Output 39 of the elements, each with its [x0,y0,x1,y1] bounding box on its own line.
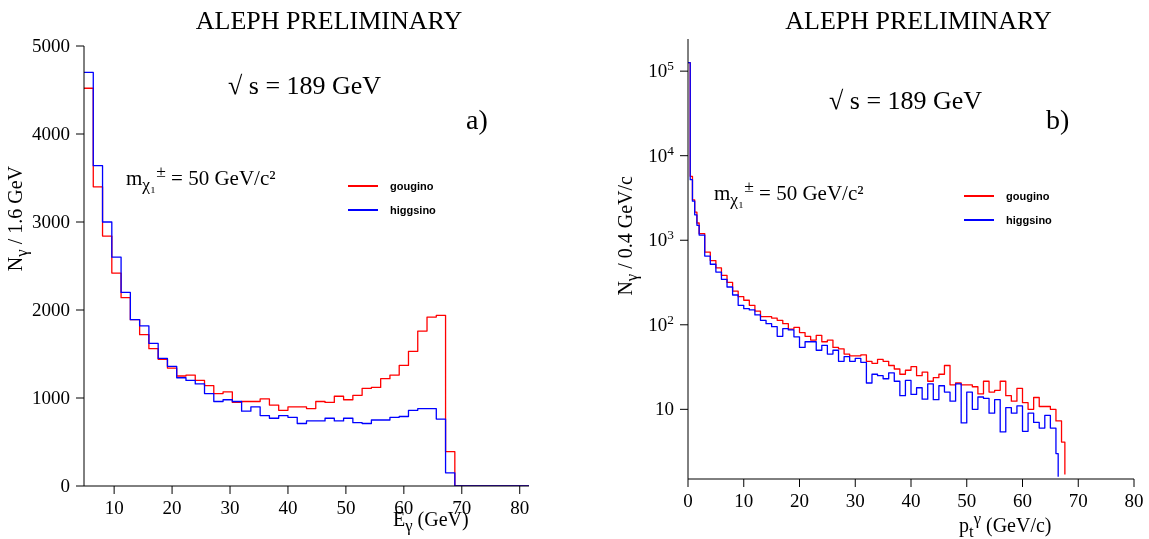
y-tick-label: 3000 [32,211,70,232]
y-tick-label: 10 [655,398,674,420]
chart-title: ALEPH PRELIMINARY [784,6,1053,36]
chart-title: ALEPH PRELIMINARY [194,6,464,36]
x-tick-label: 30 [845,490,865,511]
x-tick-label: 20 [162,497,182,518]
annotation: √ s = 189 GeV [228,71,382,101]
y-tick-label: 2000 [32,299,70,320]
y-tick-label: 10$^{2}$ [648,311,674,335]
x-tick-label: 60 [1013,490,1032,511]
legend-label: gougino [1006,190,1050,202]
x-tick-label: 70 [1068,490,1088,511]
x-tick-label: 80 [510,497,530,518]
x-tick-label: 0 [683,490,693,511]
annotation: m$_{χ₁}$$^{±}$ = 50 GeV/c² [126,161,276,196]
y-tick-label: 5000 [32,35,70,56]
x-tick-label: 30 [220,497,240,518]
x-axis-title: p$_{t}$$^{γ}$ (GeV/c) [959,509,1052,539]
y-tick-label: 10$^{3}$ [648,226,675,251]
y-tick-label: 10$^{5}$ [648,57,675,82]
annotation: a) [466,104,488,136]
x-tick-label: 10 [104,497,124,518]
annotation: √ s = 189 GeV [829,86,983,116]
annotation: b) [1046,104,1070,136]
legend-label: higgsino [1006,214,1052,226]
x-tick-label: 50 [336,497,356,518]
y-tick-label: 10$^{4}$ [648,142,675,166]
x-tick-label: 20 [790,490,809,511]
x-tick-label: 50 [957,490,977,511]
y-tick-label: 0 [60,475,70,496]
annotation: m$_{χ₁}$$^{±}$ = 50 GeV/c² [714,176,864,211]
x-tick-label: 40 [278,497,298,518]
x-tick-label: 40 [901,490,921,511]
x-tick-label: 10 [734,490,754,511]
y-tick-label: 1000 [32,387,70,408]
y-tick-label: 4000 [32,123,70,144]
legend-label: higgsino [390,204,436,216]
x-tick-label: 80 [1124,490,1144,511]
legend-label: gougino [390,180,434,192]
